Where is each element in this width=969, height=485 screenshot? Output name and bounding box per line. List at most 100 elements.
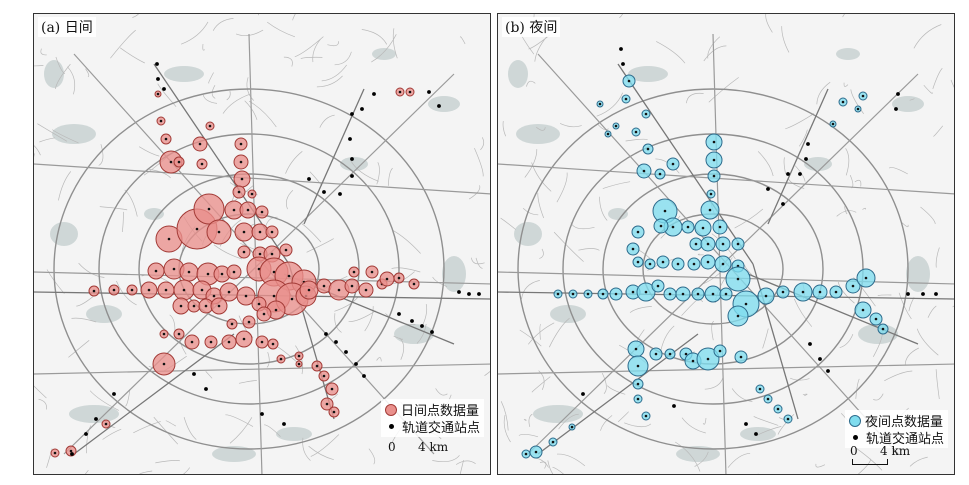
street-line xyxy=(502,121,507,137)
street-line xyxy=(531,376,551,393)
street-line xyxy=(286,189,294,210)
station-dot xyxy=(694,242,698,246)
station-dot xyxy=(781,290,785,294)
street-line xyxy=(110,29,136,59)
street-line xyxy=(536,126,546,131)
street-line xyxy=(292,14,296,21)
street-line xyxy=(416,323,427,344)
street-line xyxy=(548,317,570,348)
station-dot xyxy=(162,87,166,91)
street-line xyxy=(920,206,936,224)
station-dot xyxy=(192,372,196,376)
street-line xyxy=(884,370,913,382)
legend-station-label: 轨道交通站点 xyxy=(401,421,480,436)
station-dot xyxy=(646,147,650,151)
station-dot xyxy=(192,304,196,308)
station-dot xyxy=(53,451,57,455)
station-dot xyxy=(736,314,740,318)
street-line xyxy=(617,411,629,423)
station-dot xyxy=(786,417,790,421)
street-line xyxy=(321,64,347,82)
station-dot xyxy=(621,62,625,66)
street-line xyxy=(222,93,251,114)
station-dot xyxy=(260,210,264,214)
street-line xyxy=(76,294,96,307)
ring-road xyxy=(138,173,360,365)
street-line xyxy=(788,178,805,189)
street-line xyxy=(435,388,448,396)
street-line xyxy=(873,393,884,401)
street-line xyxy=(578,248,600,251)
street-line xyxy=(625,138,648,142)
water-area xyxy=(86,305,122,323)
highway xyxy=(498,163,954,195)
street-line xyxy=(601,372,607,394)
station-dot xyxy=(668,292,672,296)
station-dot xyxy=(182,288,186,292)
station-dot xyxy=(781,202,785,206)
station-dot xyxy=(154,269,158,273)
street-line xyxy=(933,125,944,137)
station-dot xyxy=(315,364,319,368)
street-line xyxy=(40,48,47,56)
water-area xyxy=(740,427,776,441)
legend-station-item: 轨道交通站点 xyxy=(385,418,480,436)
station-dot xyxy=(325,402,329,406)
street-line xyxy=(686,92,704,104)
station-dot xyxy=(696,292,700,296)
street-line xyxy=(387,167,393,186)
station-dot xyxy=(334,340,338,344)
street-line xyxy=(785,113,815,130)
street-line xyxy=(132,14,139,18)
street-line xyxy=(793,298,813,327)
street-line xyxy=(213,244,243,260)
street-line xyxy=(694,451,709,467)
station-dot xyxy=(159,119,163,123)
street-line xyxy=(84,469,89,474)
station-dot xyxy=(220,272,224,276)
station-dot xyxy=(676,262,680,266)
street-line xyxy=(711,320,715,341)
station-dot xyxy=(167,237,171,241)
street-line xyxy=(211,85,216,99)
station-dot xyxy=(659,224,663,228)
water-area xyxy=(892,96,924,112)
street-line xyxy=(839,333,854,349)
street-line xyxy=(762,328,769,349)
street-line xyxy=(596,92,624,117)
highway xyxy=(34,363,490,375)
street-line xyxy=(361,29,388,45)
street-line xyxy=(935,369,940,400)
street-line xyxy=(368,448,376,465)
station-dot xyxy=(92,289,96,293)
street-line xyxy=(37,123,68,142)
station-dot xyxy=(671,225,675,229)
street-line xyxy=(306,238,334,253)
street-line xyxy=(312,38,321,63)
station-dot xyxy=(169,160,173,164)
rail-line xyxy=(747,273,919,345)
street-line xyxy=(34,385,47,399)
street-line xyxy=(697,253,704,256)
street-line xyxy=(519,329,542,347)
station-dot xyxy=(172,267,176,271)
street-line xyxy=(432,455,460,462)
station-dot xyxy=(736,242,740,246)
station-dot xyxy=(856,107,860,111)
station-dot xyxy=(724,292,728,296)
station-dot xyxy=(420,324,424,328)
station-dot xyxy=(204,387,208,391)
street-line xyxy=(38,398,47,410)
street-line xyxy=(393,335,403,340)
station-dot xyxy=(164,137,168,141)
station-dot xyxy=(104,422,108,426)
station-dot xyxy=(712,140,716,144)
street-line xyxy=(913,24,942,49)
street-line xyxy=(557,453,586,467)
street-line xyxy=(119,47,145,64)
street-line xyxy=(799,129,808,147)
station-dot xyxy=(322,190,326,194)
station-dot xyxy=(272,294,276,298)
street-line xyxy=(950,79,954,88)
water-area xyxy=(44,60,64,88)
